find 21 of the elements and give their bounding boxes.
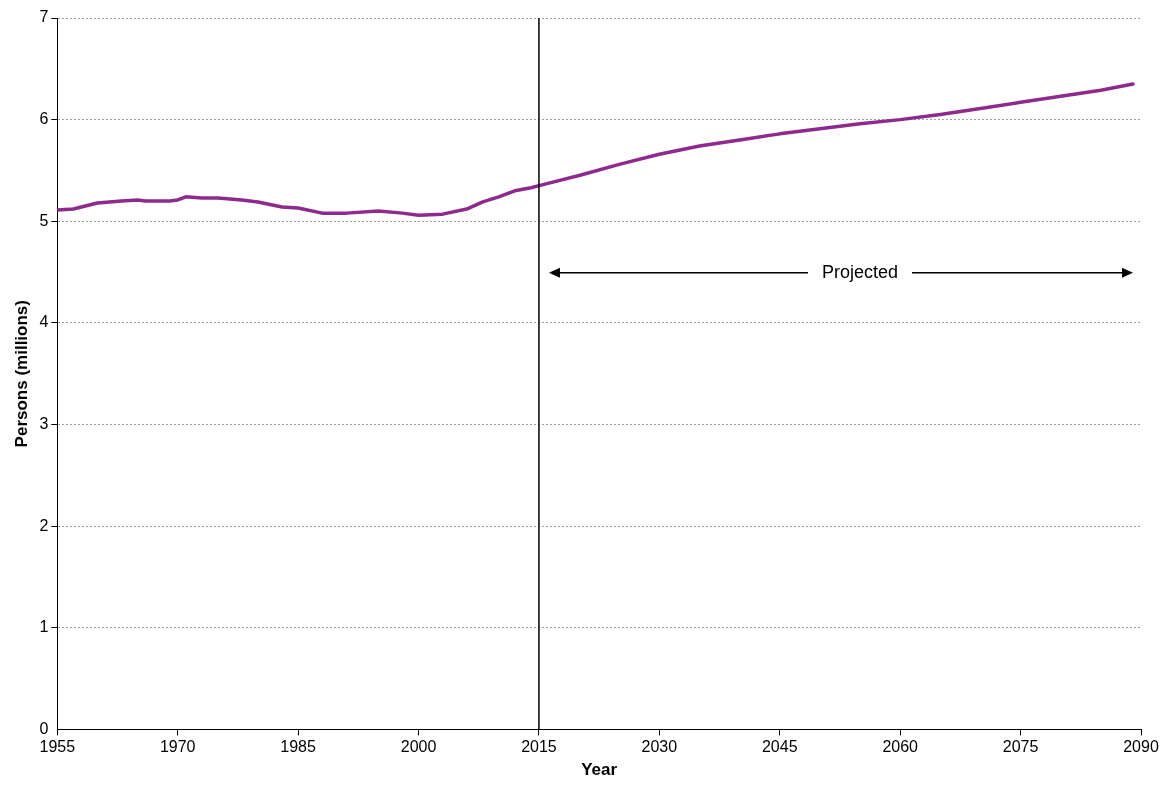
x-tick-label: 2060 — [882, 738, 919, 756]
x-axis-title: Year — [581, 760, 618, 780]
x-tick-label: 2000 — [400, 738, 437, 756]
y-tick-label: 2 — [39, 516, 49, 534]
y-axis-title: Persons (millions) — [11, 300, 31, 448]
y-tick-label: 6 — [39, 110, 49, 128]
x-tick-label: 2090 — [1123, 738, 1159, 756]
y-tick-label: 4 — [39, 313, 49, 331]
y-tick-label: 5 — [39, 211, 49, 229]
y-tick-label: 3 — [39, 414, 49, 432]
x-tick-label: 2045 — [761, 738, 798, 756]
x-tick-label: 1970 — [159, 738, 196, 756]
x-tick-label: 2075 — [1002, 738, 1039, 756]
x-tick-label: 1955 — [39, 738, 76, 756]
x-tick-label: 2030 — [641, 738, 678, 756]
y-tick-label: 1 — [39, 618, 49, 636]
x-tick-label: 1985 — [280, 738, 317, 756]
y-tick-label: 7 — [39, 8, 49, 26]
annotation: Projected — [821, 261, 898, 282]
x-tick-label: 2015 — [521, 738, 557, 756]
y-tick-label: 0 — [39, 719, 49, 737]
